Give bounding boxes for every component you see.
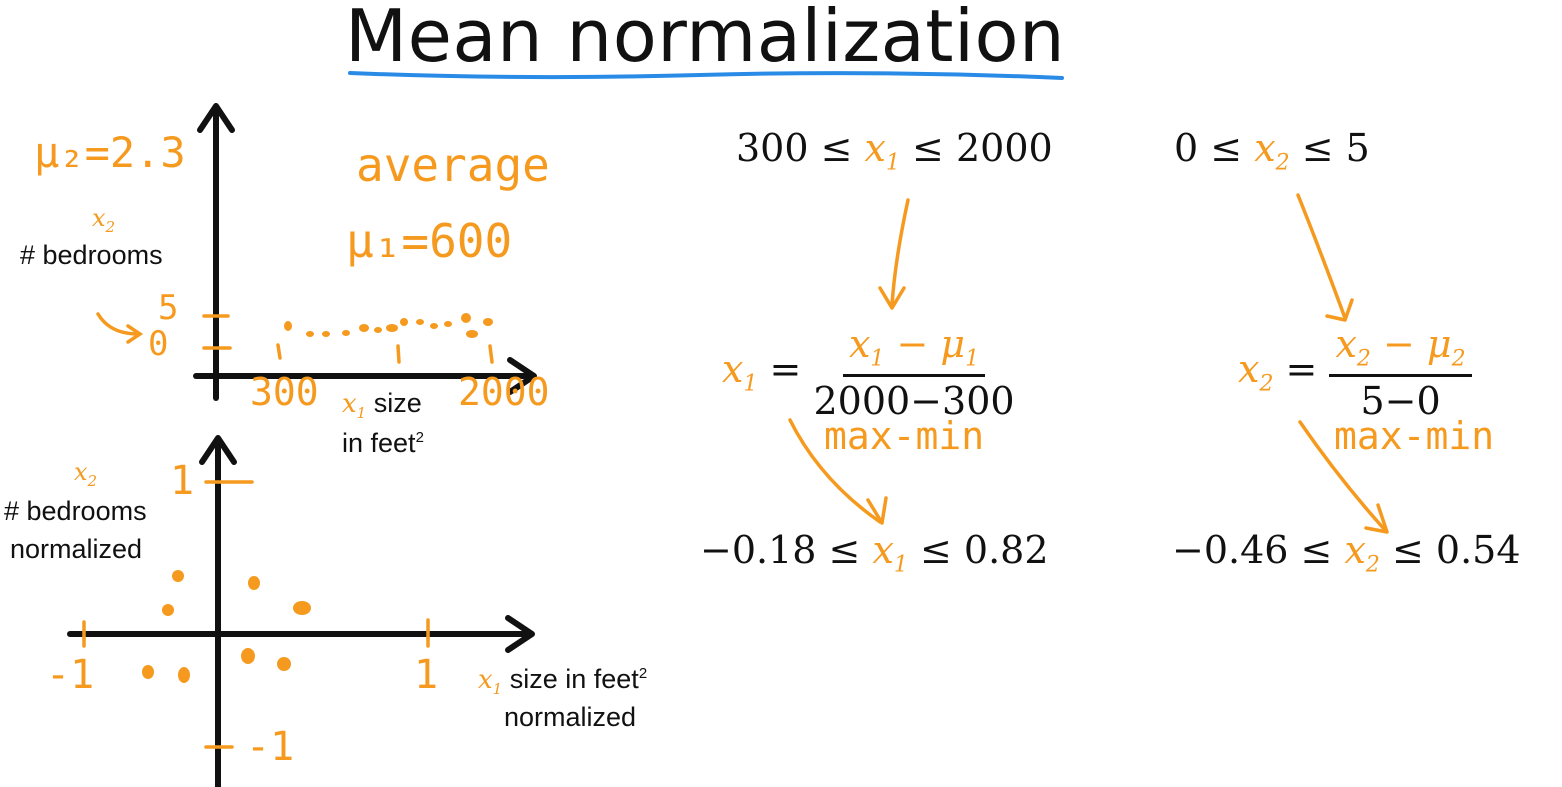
scatter-point [430,323,438,329]
scatter-point [284,321,292,331]
top-x-var: x1 [342,389,367,423]
scatter-point [241,648,255,664]
scatter-point [248,576,260,590]
bottom-tick-xm1: -1 [46,652,95,698]
x1-range: 300 ≤ x1 ≤ 2000 [736,126,1053,176]
bottom-graph-axes [67,435,535,787]
x2-fraction: x2 − μ2 5−0 [1329,322,1472,423]
mu2-annotation: μ₂=2.3 [34,128,186,177]
scatter-point [162,604,174,616]
top-x-axis-label: x1 size [342,388,422,423]
bottom-x-axis-label-line2: normalized [504,702,637,732]
top-graph-points [284,313,493,338]
x1-max-min-note: max-min [824,414,985,458]
x1-range-var: x1 [864,126,900,176]
scatter-point [178,667,190,683]
slide-title: Mean normalization [345,0,1066,78]
x2-range: 0 ≤ x2 ≤ 5 [1174,126,1370,176]
scatter-point [322,331,330,337]
mu1-annotation: μ₁=600 [346,214,513,268]
bottom-x-axis-label: x1 size in feet2 [478,664,648,699]
scatter-point [374,327,382,333]
x2-result: −0.46 ≤ x2 ≤ 0.54 [1172,528,1521,578]
x1-result: −0.18 ≤ x1 ≤ 0.82 [700,528,1049,578]
scatter-point [293,601,311,615]
top-tick-5: 5 [158,288,179,328]
top-graph-y-ticks [96,312,494,364]
scatter-point [142,665,154,679]
scatter-point [359,324,369,332]
average-annotation: average [356,138,550,192]
scatter-point [342,330,350,336]
title-underline [348,71,1064,80]
scatter-point [306,331,314,337]
scatter-point [386,324,398,332]
bottom-graph-ticks [82,480,430,749]
top-y-var: x2 [92,204,116,236]
scatter-point [483,318,493,326]
scatter-point [466,330,478,338]
bottom-tick-x1: 1 [414,652,439,698]
bottom-y-axis-label-line2: normalized [10,534,143,564]
scatter-point [400,318,408,326]
x2-formula-lhs: x2 [1238,346,1274,397]
x2-result-var: x2 [1344,528,1380,578]
x1-result-var: x1 [872,528,908,578]
scatter-point [461,313,471,323]
bottom-x-var: x1 [478,665,503,699]
scatter-point [444,321,452,327]
x1-formula: x1 = x1 − μ1 2000−300 [722,322,1015,423]
x1-fraction: x1 − μ1 2000−300 [813,322,1015,423]
top-tick-300: 300 [250,370,319,414]
x2-formula: x2 = x2 − μ2 5−0 [1238,322,1472,423]
x2-range-var: x2 [1254,126,1290,176]
bottom-graph-points [142,570,311,683]
x2-max-min-note: max-min [1334,414,1495,458]
top-tick-2000: 2000 [458,370,550,414]
bottom-tick-y1: 1 [170,458,195,504]
bottom-tick-ym1: -1 [246,724,295,770]
x1-formula-lhs: x1 [722,346,758,397]
scatter-point [416,319,424,325]
top-tick-0: 0 [148,324,169,364]
scatter-point [172,570,184,582]
formula-arrows [788,193,1389,534]
top-y-axis-label: # bedrooms [20,240,163,270]
scatter-point [277,657,291,671]
bottom-y-axis-label: # bedrooms [4,496,147,526]
top-x-axis-label-line2: in feet2 [342,428,424,458]
bottom-y-var: x2 [74,458,98,490]
